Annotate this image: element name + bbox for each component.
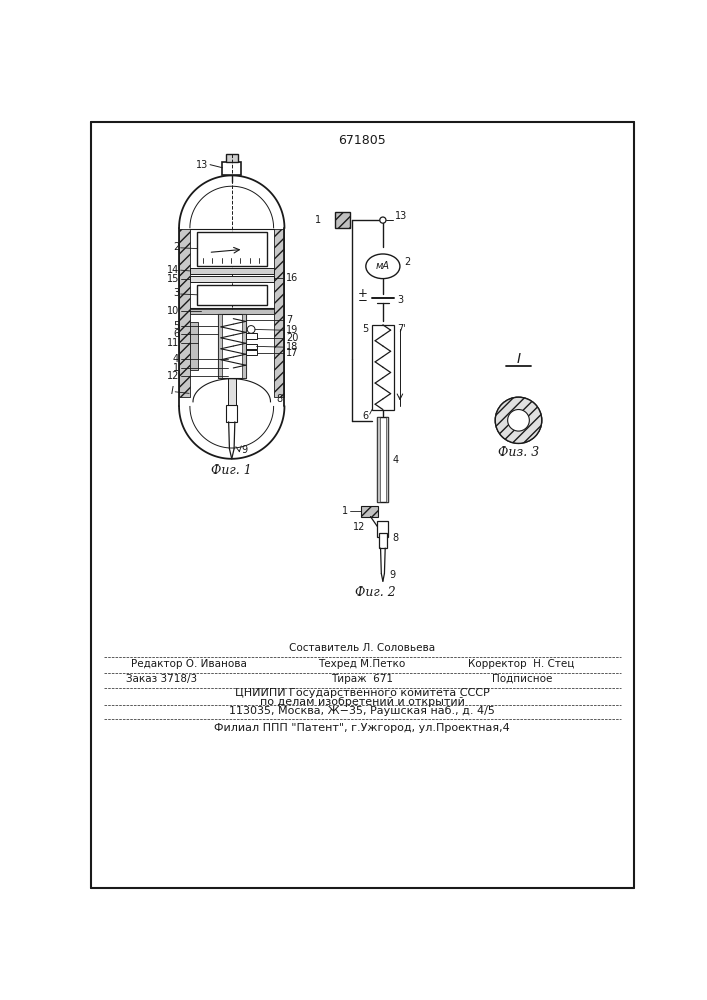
- Text: 14: 14: [167, 265, 179, 275]
- Text: 113035, Москва, Ж−35, Раушская наб., д. 4/5: 113035, Москва, Ж−35, Раушская наб., д. …: [229, 706, 495, 716]
- Bar: [190, 268, 274, 274]
- Text: 4: 4: [392, 455, 398, 465]
- Text: +: +: [358, 287, 368, 300]
- Text: 18: 18: [286, 342, 298, 352]
- Text: 4: 4: [173, 354, 179, 364]
- Bar: [335, 212, 351, 228]
- Bar: [223, 162, 241, 175]
- Text: Физ. 3: Физ. 3: [498, 446, 539, 459]
- Bar: [246, 333, 257, 339]
- Text: 671805: 671805: [338, 134, 386, 147]
- Text: 1: 1: [342, 506, 348, 516]
- Text: 15: 15: [167, 274, 179, 284]
- Text: Составитель Л. Соловьева: Составитель Л. Соловьева: [289, 643, 435, 653]
- Text: Тираж  671: Тираж 671: [331, 674, 393, 684]
- Text: 7: 7: [286, 315, 292, 325]
- Text: по делам изобретений и открытий: по делам изобретений и открытий: [259, 697, 464, 707]
- Text: 2: 2: [173, 242, 179, 252]
- Bar: [378, 417, 388, 502]
- Text: 16: 16: [286, 273, 298, 283]
- Bar: [197, 232, 267, 266]
- Bar: [190, 276, 274, 282]
- Bar: [379, 533, 387, 548]
- Text: мА: мА: [376, 261, 390, 271]
- Bar: [226, 154, 238, 162]
- Text: 12: 12: [354, 522, 366, 532]
- Circle shape: [380, 217, 386, 223]
- Bar: [361, 506, 378, 517]
- Bar: [372, 325, 394, 410]
- Text: 11: 11: [167, 338, 179, 348]
- Text: I: I: [171, 386, 174, 396]
- Text: 6: 6: [173, 329, 179, 339]
- Bar: [190, 322, 198, 370]
- Ellipse shape: [366, 254, 400, 279]
- Text: 19: 19: [286, 325, 298, 335]
- Text: 8: 8: [392, 533, 398, 543]
- Text: 13: 13: [197, 160, 209, 170]
- Bar: [246, 350, 257, 355]
- Text: 9: 9: [389, 570, 395, 580]
- Bar: [246, 344, 257, 349]
- Bar: [226, 405, 237, 422]
- Text: Фиг. 1: Фиг. 1: [211, 464, 252, 477]
- Text: 20: 20: [286, 333, 298, 343]
- Bar: [242, 314, 246, 378]
- Circle shape: [508, 410, 530, 431]
- Bar: [378, 417, 380, 502]
- Bar: [197, 285, 267, 305]
- Circle shape: [247, 326, 255, 333]
- Text: 3: 3: [397, 295, 403, 305]
- Text: 17: 17: [286, 348, 298, 358]
- Text: 2: 2: [404, 257, 411, 267]
- Text: 13: 13: [395, 211, 407, 221]
- Bar: [218, 314, 246, 378]
- Text: Фиг. 2: Фиг. 2: [355, 586, 395, 599]
- Text: 7': 7': [397, 324, 407, 334]
- Circle shape: [495, 397, 542, 443]
- Text: 1: 1: [315, 215, 321, 225]
- Bar: [378, 521, 388, 537]
- Text: I: I: [516, 352, 520, 366]
- Text: Редактор О. Иванова: Редактор О. Иванова: [132, 659, 247, 669]
- Text: 1: 1: [173, 363, 179, 373]
- Bar: [190, 309, 274, 314]
- Text: 3: 3: [173, 288, 179, 298]
- Text: Корректор  Н. Стец: Корректор Н. Стец: [467, 659, 574, 669]
- Text: Подписное: Подписное: [492, 674, 553, 684]
- Text: Заказ 3718/3: Заказ 3718/3: [127, 674, 197, 684]
- Circle shape: [495, 397, 542, 443]
- Bar: [274, 229, 284, 397]
- Text: 9: 9: [241, 445, 247, 455]
- Text: 5: 5: [173, 321, 179, 331]
- Text: 10: 10: [167, 306, 179, 316]
- Text: 5: 5: [362, 324, 368, 334]
- Text: 8: 8: [276, 394, 283, 404]
- Bar: [218, 314, 222, 378]
- Text: −: −: [358, 294, 368, 307]
- Bar: [228, 378, 235, 405]
- Text: Филиал ППП "Патент", г.Ужгород, ул.Проектная,4: Филиал ППП "Патент", г.Ужгород, ул.Проек…: [214, 723, 510, 733]
- Text: 12: 12: [167, 371, 179, 381]
- Bar: [386, 417, 388, 502]
- Text: ЦНИИПИ Государственного комитета СССР: ЦНИИПИ Государственного комитета СССР: [235, 688, 489, 698]
- Text: 6: 6: [362, 411, 368, 421]
- Text: Техред М.Петко: Техред М.Петко: [318, 659, 406, 669]
- Bar: [179, 229, 190, 397]
